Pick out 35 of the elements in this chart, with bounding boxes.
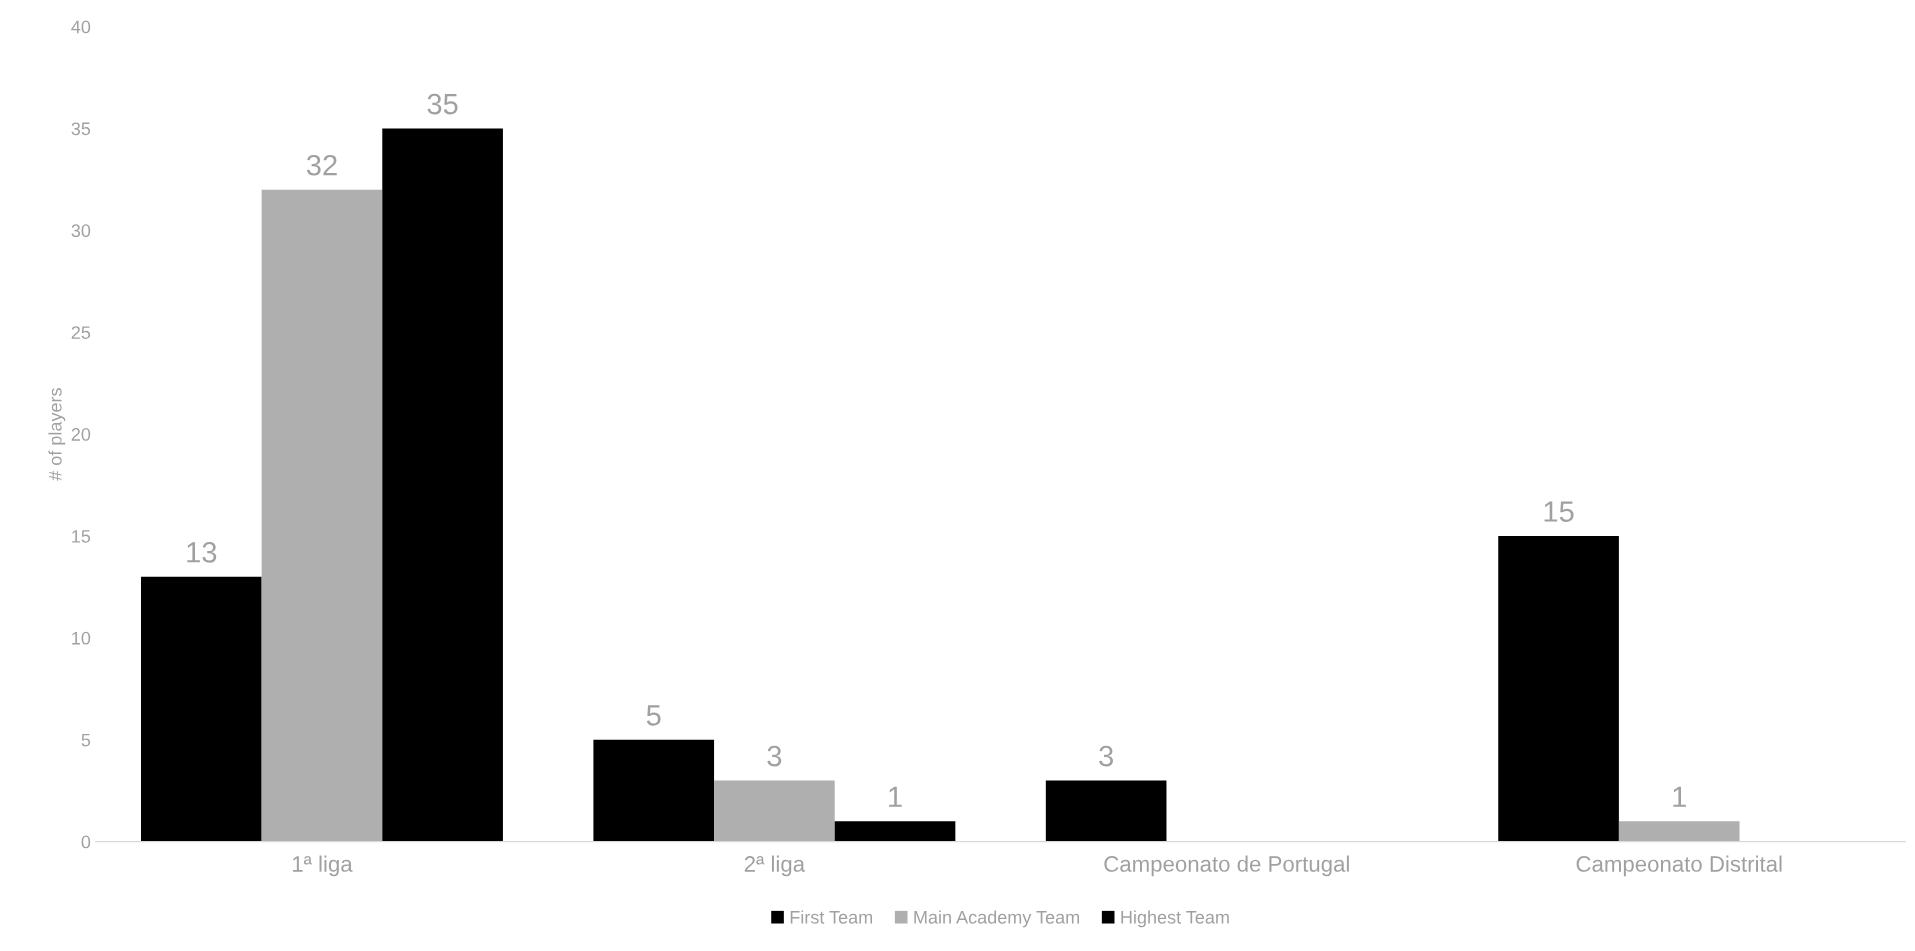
y-tick-label: 25 bbox=[71, 326, 91, 339]
bar bbox=[1618, 821, 1740, 842]
bar bbox=[382, 128, 503, 842]
legend-label: Main Academy Team bbox=[914, 910, 1079, 928]
x-tick-label: Campeonato de Portugal bbox=[1104, 855, 1349, 877]
bar bbox=[1045, 780, 1167, 842]
data-label: 1 bbox=[889, 786, 902, 807]
bar bbox=[834, 821, 956, 842]
y-tick-label: 0 bbox=[81, 835, 91, 849]
bar bbox=[261, 189, 383, 842]
x-tick-label: Campeonato Distrital bbox=[1576, 855, 1782, 877]
data-label: 32 bbox=[306, 154, 337, 176]
data-label: 3 bbox=[767, 745, 782, 767]
y-axis-title: # of players bbox=[48, 388, 66, 481]
y-tick-label: 5 bbox=[81, 733, 91, 747]
data-label: 3 bbox=[1099, 745, 1113, 767]
y-tick-label: 15 bbox=[72, 530, 91, 543]
legend-label: First Team bbox=[790, 910, 873, 924]
bar bbox=[1498, 536, 1619, 842]
y-tick-label: 30 bbox=[71, 224, 91, 238]
data-label: 1 bbox=[1673, 786, 1686, 807]
x-tick-label: 1ª liga bbox=[292, 855, 353, 877]
bar bbox=[714, 780, 835, 842]
data-label: 13 bbox=[187, 542, 217, 563]
x-tick-label: 2ª liga bbox=[744, 855, 806, 877]
legend-label: Highest Team bbox=[1121, 910, 1229, 928]
data-label: 15 bbox=[1544, 501, 1574, 522]
data-label: 35 bbox=[427, 93, 458, 115]
y-tick-label: 40 bbox=[71, 20, 91, 34]
y-tick-label: 35 bbox=[71, 122, 91, 136]
y-tick-label: 10 bbox=[72, 631, 91, 645]
data-label: 5 bbox=[646, 705, 661, 726]
bar bbox=[593, 739, 715, 842]
bar bbox=[140, 576, 262, 842]
y-tick-label: 20 bbox=[71, 428, 91, 441]
